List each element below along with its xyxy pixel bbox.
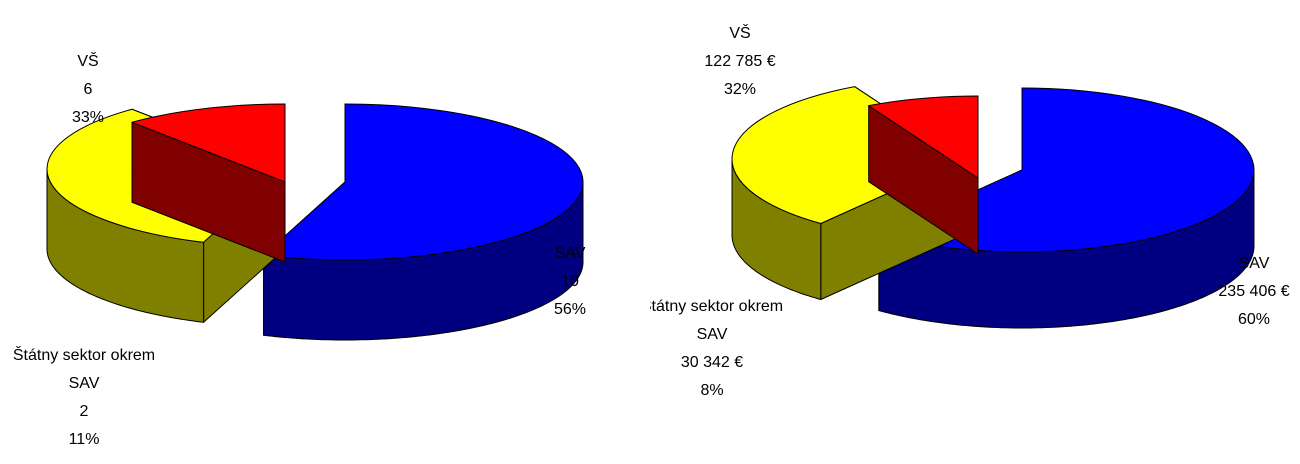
data-label-vs-line: VŠ <box>729 23 750 42</box>
data-label-vs-line: VŠ <box>77 51 98 70</box>
data-label-statny-line: 11% <box>69 431 100 448</box>
data-label-statny-line: Štátny sektor okrem <box>13 345 155 364</box>
pie-slice-statny <box>868 95 979 255</box>
data-label-sav-line: 10 <box>561 273 579 290</box>
pie-slice-statny-top <box>131 103 286 183</box>
data-label-statny-line: 8% <box>700 382 723 399</box>
data-label-statny-line: 2 <box>80 403 89 420</box>
pie-slice-sav <box>263 103 584 341</box>
data-label-vs-line: 6 <box>84 81 93 98</box>
data-label-vs-line: 33% <box>72 109 104 126</box>
data-label-sav-line: 235 406 € <box>1218 283 1289 300</box>
pie-chart-right: SAV 235 406 € 60% VŠ 122 785 € 32% Štátny sekt… <box>650 23 1290 399</box>
data-label-sav: SAV 235 406 € 60% <box>1218 255 1289 328</box>
data-label-vs-line: 32% <box>724 81 756 98</box>
data-label-statny-line: Štátny sektor okrem <box>650 296 783 315</box>
pie-slice-sav-top <box>263 103 584 261</box>
data-label-statny-line: SAV <box>697 326 728 343</box>
data-label-vs: VŠ 122 785 € 32% <box>704 23 775 98</box>
pie-slice-statny <box>131 103 286 263</box>
data-label-sav: SAV 10 56% <box>554 245 586 318</box>
data-label-statny-line: SAV <box>69 375 100 392</box>
pie-slice-statny-top <box>868 95 979 179</box>
data-label-vs-line: 122 785 € <box>704 53 775 70</box>
data-label-statny-line: 30 342 € <box>681 354 743 371</box>
data-label-statny: Štátny sektor okrem SAV 2 11% <box>13 345 155 448</box>
data-label-sav-line: 56% <box>554 301 586 318</box>
data-label-vs: VŠ 6 33% <box>72 51 104 126</box>
pie-chart-left: SAV 10 56% VŠ 6 33% Štátny sektor okrem SAV 2 11% <box>13 51 586 448</box>
data-label-sav-line: SAV <box>1239 255 1270 272</box>
data-label-statny: Štátny sektor okrem SAV 30 342 € 8% <box>650 296 783 399</box>
data-label-sav-line: 60% <box>1238 311 1270 328</box>
data-label-sav-line: SAV <box>555 245 586 262</box>
